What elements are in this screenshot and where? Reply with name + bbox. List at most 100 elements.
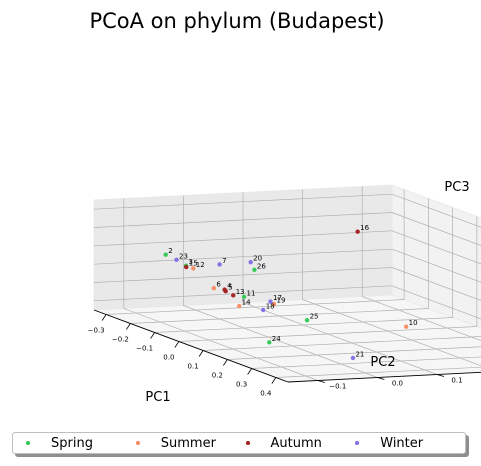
- y-axis-tick: [317, 380, 325, 383]
- x-axis-label: PC1: [145, 390, 170, 405]
- point-label-4: 4: [227, 282, 232, 290]
- x-axis-tick: [174, 341, 180, 348]
- x-tick-label: −0.3: [88, 327, 105, 335]
- point-spring-24: [267, 340, 272, 345]
- grid-line-y-floor: [123, 308, 318, 381]
- legend-item-spring: Spring: [13, 436, 136, 451]
- legend-marker-winter: [355, 441, 360, 445]
- point-winter-17: [268, 299, 273, 304]
- point-label-24: 24: [272, 335, 281, 343]
- x-axis-tick: [150, 332, 155, 339]
- point-label-13: 13: [236, 288, 245, 296]
- grid-line-y-floor: [302, 299, 481, 367]
- x-tick-label: 0.2: [212, 372, 223, 380]
- grid-line-z-left: [93, 230, 393, 247]
- point-winter-23: [174, 257, 179, 263]
- x-tick-label: 0.1: [188, 363, 199, 371]
- grid-line-z-left: [93, 193, 393, 210]
- point-summer-12: [191, 266, 196, 271]
- point-spring-25: [304, 318, 310, 323]
- legend-label-summer: Summer: [160, 435, 216, 451]
- y-axis-label: PC2: [370, 355, 395, 370]
- point-autumn-16: [355, 229, 360, 234]
- point-spring-11: [241, 294, 247, 300]
- chart-points: 2326112524891012141961613154520231718217: [163, 224, 418, 361]
- x-axis-line: [93, 309, 289, 383]
- legend-label-spring: Spring: [51, 435, 93, 451]
- point-summer-10: [403, 324, 409, 329]
- point-label-5: 5: [228, 284, 232, 292]
- point-label-16: 16: [360, 224, 369, 232]
- legend-label-autumn: Autumn: [270, 435, 322, 451]
- grid-line-y-floor: [183, 305, 378, 378]
- grid-line-z-back: [391, 248, 481, 283]
- legend-item-autumn: Autumn: [245, 435, 356, 451]
- grid-line-z-back: [391, 285, 481, 320]
- x-axis-tick: [198, 350, 204, 357]
- y-axis-tick: [377, 377, 385, 380]
- y-axis-tick: [436, 374, 445, 377]
- point-label-3: 3: [189, 258, 193, 266]
- x-axis-tick: [271, 377, 277, 384]
- chart-axes: −0.3−0.2−0.10.00.10.20.30.4−0.10.00.10.2…: [88, 309, 481, 398]
- point-summer-6: [211, 285, 217, 291]
- point-label-10: 10: [409, 319, 418, 327]
- point-label-21: 21: [355, 350, 364, 358]
- x-axis-tick: [223, 359, 228, 366]
- legend-label-winter: Winter: [380, 435, 424, 451]
- y-tick-label: 0.1: [451, 377, 462, 385]
- chart-legend: Spring Summer Autumn Winter: [12, 432, 466, 454]
- point-label-25: 25: [310, 313, 319, 321]
- x-tick-label: 0.3: [236, 381, 247, 389]
- point-winter-21: [350, 355, 356, 361]
- point-summer-19: [271, 301, 277, 307]
- legend-marker-autumn: [245, 441, 250, 445]
- legend-marker-spring: [26, 441, 30, 445]
- point-summer-14: [236, 303, 242, 309]
- point-winter-7: [217, 262, 222, 267]
- grid-line-z-back: [391, 212, 481, 246]
- point-label-18: 18: [266, 302, 275, 310]
- legend-item-summer: Summer: [135, 435, 246, 451]
- grid-line-y-floor: [362, 296, 481, 341]
- legend-item-winter: Winter: [355, 436, 465, 451]
- x-tick-label: −0.1: [136, 345, 153, 353]
- chart-title: PCoA on phylum (Budapest): [89, 9, 384, 33]
- point-label-20: 20: [253, 255, 262, 263]
- point-label-7: 7: [222, 257, 226, 265]
- grid-line-z-back: [391, 230, 481, 265]
- point-label-2: 2: [168, 247, 172, 255]
- z-axis-label: PC3: [444, 180, 469, 195]
- point-autumn-15: [184, 264, 189, 270]
- legend-marker-summer: [135, 441, 140, 445]
- grid-line-z-back: [391, 193, 481, 228]
- point-autumn-13: [231, 293, 236, 298]
- point-label-15: 15: [189, 260, 198, 268]
- grid-line-z-left: [93, 248, 393, 265]
- point-label-19: 19: [277, 297, 286, 305]
- point-winter-20: [248, 260, 253, 265]
- point-label-14: 14: [242, 299, 251, 307]
- grid-line-z-left: [93, 285, 393, 302]
- point-autumn-5: [223, 289, 228, 294]
- y-tick-label: 0.0: [392, 380, 403, 388]
- grid-line-z-left: [93, 212, 393, 228]
- x-tick-label: −0.2: [112, 336, 129, 344]
- x-tick-label: 0.0: [163, 354, 174, 362]
- grid-line-y-floor: [242, 302, 438, 375]
- chart-grid: [93, 186, 481, 381]
- point-label-6: 6: [216, 281, 221, 289]
- point-winter-18: [261, 307, 266, 313]
- point-label-17: 17: [273, 294, 282, 302]
- grid-line-z-left: [93, 267, 393, 283]
- grid-line-z-back: [391, 267, 481, 301]
- point-label-23: 23: [179, 252, 188, 260]
- x-axis-tick: [101, 314, 107, 321]
- point-label-12: 12: [196, 261, 205, 269]
- point-spring-2: [163, 252, 168, 257]
- x-axis-tick: [247, 368, 252, 375]
- point-spring-26: [252, 267, 257, 272]
- y-tick-label: −0.1: [329, 383, 346, 391]
- x-tick-label: 0.4: [260, 390, 272, 398]
